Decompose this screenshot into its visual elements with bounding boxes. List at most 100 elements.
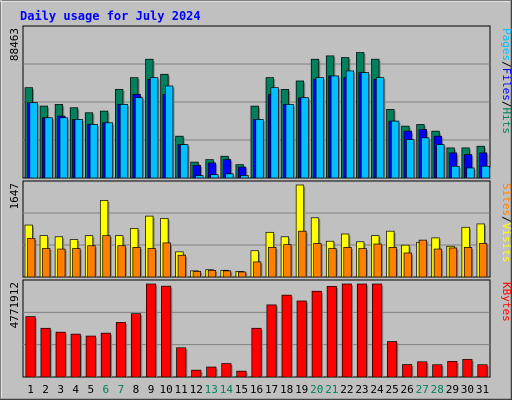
bar-visits-sites-day-8 [132, 247, 141, 278]
bar-kbytes-kbytes-day-7 [115, 322, 126, 378]
bar-visits-sites-day-31 [478, 243, 488, 278]
day-labels: 1 2 3 4 5 6 7 8 9 10 11 12 13 14 15 16 17 18 19 20 21 22 23 24 2… [27, 383, 489, 396]
day-label-25: 25 [385, 383, 398, 396]
max-label-hits: 88463 [8, 28, 21, 61]
bar-visits-sites-day-19 [298, 230, 307, 278]
bar-visits-sites-day-13 [207, 269, 217, 278]
bar-hits-pages-day-10 [165, 85, 174, 179]
series-sites [27, 230, 489, 278]
bar-visits-sites-day-5 [87, 245, 96, 278]
day-label-30: 30 [461, 383, 474, 396]
day-label-27: 27 [416, 383, 429, 396]
bar-kbytes-kbytes-day-20 [311, 290, 322, 378]
legend-entry: / [500, 216, 512, 223]
panel-kbytes: 4771912 KBytes [8, 279, 512, 378]
bar-hits-pages-day-25 [391, 120, 400, 179]
day-label-8: 8 [133, 383, 140, 396]
bar-kbytes-kbytes-day-9 [146, 283, 157, 378]
legend-hits: Pages/Files/Hits [500, 28, 512, 134]
bar-hits-pages-day-24 [375, 77, 385, 179]
bar-hits-pages-day-3 [59, 117, 68, 179]
legend-visits: Sites/Visits [500, 183, 512, 263]
bar-kbytes-kbytes-day-17 [266, 304, 277, 378]
day-label-1: 1 [27, 383, 34, 396]
bar-kbytes-kbytes-day-3 [55, 331, 66, 378]
legend-entry: Hits [500, 108, 512, 135]
bar-hits-pages-day-17 [270, 87, 279, 179]
bar-hits-pages-day-20 [315, 77, 324, 179]
day-label-31: 31 [476, 383, 489, 396]
day-label-3: 3 [57, 383, 64, 396]
bar-hits-pages-day-18 [285, 104, 294, 179]
bar-visits-sites-day-10 [162, 242, 171, 278]
bar-kbytes-kbytes-day-16 [251, 327, 262, 378]
bar-kbytes-kbytes-day-15 [236, 370, 247, 378]
day-label-21: 21 [325, 383, 338, 396]
day-label-18: 18 [280, 383, 293, 396]
panel-hits: 88463 Pages/Files/Hits [8, 25, 512, 179]
day-label-22: 22 [340, 383, 353, 396]
bar-kbytes-kbytes-day-11 [176, 347, 187, 378]
day-label-9: 9 [148, 383, 155, 396]
bar-hits-pages-day-21 [330, 75, 339, 179]
bar-kbytes-kbytes-day-22 [341, 283, 352, 378]
bar-hits-pages-day-30 [466, 167, 475, 179]
legend-entry: Sites [500, 183, 512, 216]
bar-visits-sites-day-4 [72, 248, 81, 278]
day-label-10: 10 [159, 383, 172, 396]
legend-entry: / [500, 61, 512, 68]
day-label-11: 11 [175, 383, 188, 396]
bar-visits-sites-day-2 [42, 248, 51, 278]
bar-hits-pages-day-28 [436, 144, 445, 179]
bar-hits-pages-day-9 [149, 77, 159, 179]
panel-visits: 1647 Sites/Visits [8, 180, 512, 278]
bar-visits-sites-day-29 [448, 247, 458, 278]
bar-visits-sites-day-14 [222, 270, 232, 278]
bar-hits-pages-day-14 [225, 173, 234, 179]
day-label-6: 6 [103, 383, 110, 396]
day-label-19: 19 [295, 383, 308, 396]
bar-visits-sites-day-15 [237, 271, 247, 278]
day-label-12: 12 [190, 383, 203, 396]
bar-kbytes-kbytes-day-8 [130, 313, 142, 378]
bar-kbytes-kbytes-day-5 [85, 335, 96, 378]
day-label-14: 14 [220, 383, 234, 396]
bar-visits-sites-day-27 [418, 239, 427, 278]
bar-kbytes-kbytes-day-25 [387, 341, 398, 378]
legend-entry: Visits [500, 223, 512, 263]
bar-visits-sites-day-26 [403, 252, 412, 278]
day-label-13: 13 [205, 383, 218, 396]
bar-visits-sites-day-7 [117, 245, 126, 278]
bar-visits-sites-day-12 [192, 271, 202, 278]
max-label-visits: 1647 [8, 183, 21, 210]
day-label-7: 7 [118, 383, 125, 396]
bar-hits-pages-day-5 [89, 124, 98, 179]
series-kbytes [25, 283, 489, 378]
bar-kbytes-kbytes-day-30 [462, 359, 473, 378]
bar-kbytes-kbytes-day-4 [70, 333, 81, 378]
bar-hits-pages-day-6 [104, 122, 114, 179]
day-label-24: 24 [370, 383, 384, 396]
bar-visits-sites-day-24 [373, 243, 382, 278]
bar-hits-pages-day-12 [195, 175, 204, 179]
bar-hits-pages-day-16 [255, 119, 264, 179]
day-label-28: 28 [431, 383, 444, 396]
max-label-kbytes: 4771912 [8, 282, 21, 328]
bar-kbytes-kbytes-day-31 [477, 364, 488, 378]
bar-hits-pages-day-22 [345, 70, 355, 179]
bar-kbytes-kbytes-day-14 [221, 363, 232, 378]
bar-hits-pages-day-13 [210, 174, 219, 179]
bar-kbytes-kbytes-day-10 [161, 285, 172, 378]
day-label-23: 23 [355, 383, 368, 396]
bar-kbytes-kbytes-day-21 [326, 286, 337, 378]
bar-hits-pages-day-29 [451, 165, 460, 179]
bar-hits-pages-day-23 [360, 72, 370, 179]
legend-entry: Files [500, 68, 512, 101]
bar-visits-sites-day-1 [27, 238, 36, 278]
bar-hits-pages-day-4 [74, 119, 83, 179]
series-pages [29, 70, 491, 179]
bar-visits-sites-day-20 [313, 243, 322, 278]
bar-visits-sites-day-9 [147, 248, 156, 278]
legend-entry: KBytes [500, 282, 512, 322]
